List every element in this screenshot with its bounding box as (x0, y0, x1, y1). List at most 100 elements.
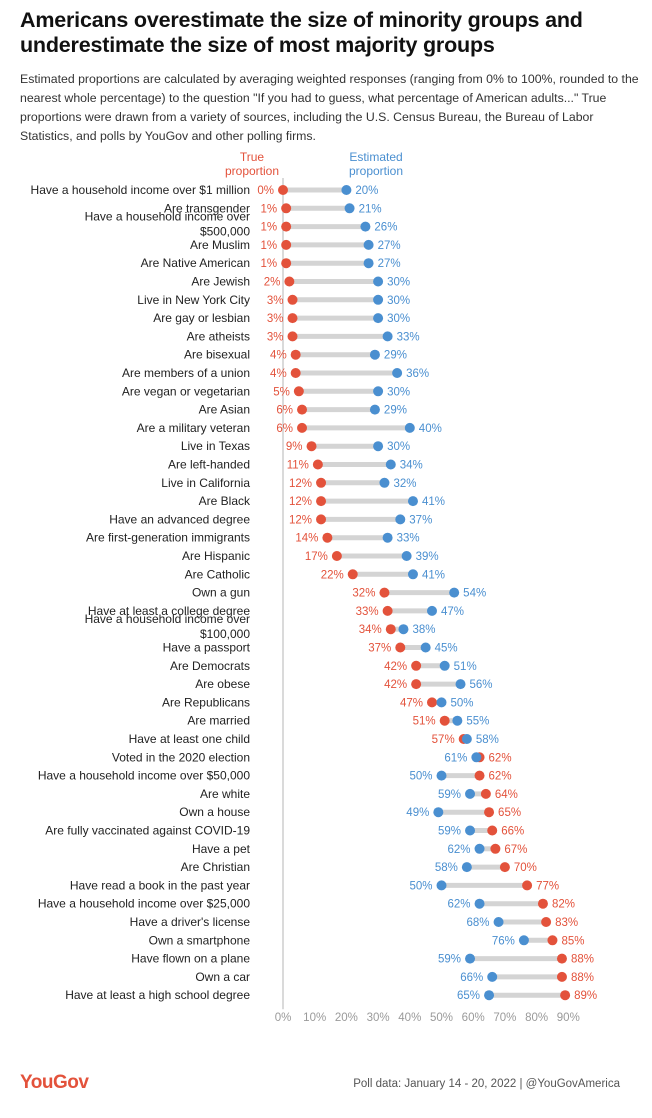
estimated-value-label: 41% (422, 569, 445, 581)
x-tick-label: 70% (493, 1012, 516, 1024)
estimated-value-label: 51% (454, 661, 477, 673)
row-label: Own a smartphone (149, 933, 251, 947)
legend-true-line1: True (240, 150, 265, 164)
estimated-value-label: 29% (384, 405, 407, 417)
true-value-label: 1% (261, 240, 278, 252)
estimated-value-label: 30% (387, 441, 410, 453)
x-tick-label: 30% (367, 1012, 390, 1024)
true-proportion-dot (312, 459, 323, 470)
row-label: Are Republicans (162, 695, 250, 709)
true-proportion-dot (499, 862, 510, 873)
poll-source-note: Poll data: January 14 - 20, 2022 | @YouG… (353, 1078, 620, 1090)
true-proportion-dot (426, 697, 437, 708)
row-label: Have a household income over $50,000 (38, 769, 250, 783)
row-label: Voted in the 2020 election (112, 750, 250, 764)
true-value-label: 5% (273, 386, 290, 398)
estimated-value-label: 50% (451, 697, 474, 709)
true-proportion-dot (411, 660, 422, 671)
x-tick-label: 20% (335, 1012, 358, 1024)
true-value-label: 77% (536, 880, 559, 892)
true-proportion-dot (297, 404, 308, 415)
estimated-value-label: 34% (400, 460, 423, 472)
true-proportion-dot (306, 441, 317, 452)
estimated-proportion-dot (404, 422, 415, 433)
true-value-label: 42% (384, 679, 407, 691)
estimated-proportion-dot (465, 788, 476, 799)
estimated-value-label: 30% (387, 313, 410, 325)
estimated-proportion-dot (344, 203, 355, 214)
true-value-label: 11% (287, 460, 309, 472)
estimated-proportion-dot (363, 258, 374, 269)
true-proportion-dot (474, 770, 485, 781)
true-value-label: 88% (571, 972, 594, 984)
true-proportion-dot (290, 349, 301, 360)
estimated-proportion-dot (439, 660, 450, 671)
estimated-proportion-dot (395, 514, 406, 525)
true-proportion-dot (297, 422, 308, 433)
row-label: Have a household income over $500,000 (85, 210, 251, 239)
estimated-value-label: 33% (397, 533, 420, 545)
true-value-label: 1% (261, 258, 278, 270)
row-label: Are gay or lesbian (153, 311, 250, 325)
true-value-label: 51% (413, 716, 436, 728)
row-label: Are a military veteran (137, 421, 250, 435)
row-label: Are Black (199, 494, 251, 508)
true-proportion-dot (287, 313, 298, 324)
true-value-label: 89% (574, 990, 597, 1002)
true-proportion-dot (316, 477, 327, 488)
estimated-proportion-dot (401, 551, 412, 561)
estimated-value-label: 33% (397, 331, 420, 343)
estimated-value-label: 59% (438, 826, 461, 838)
row-label: Are married (187, 714, 250, 728)
true-proportion-dot (284, 276, 295, 287)
estimated-value-label: 30% (387, 386, 410, 398)
true-proportion-dot (287, 294, 298, 305)
true-value-label: 3% (267, 313, 284, 325)
row-label: Are bisexual (184, 348, 250, 362)
estimated-proportion-dot (369, 349, 380, 360)
estimated-proportion-dot (518, 935, 529, 946)
row-label: Live in New York City (137, 293, 250, 307)
true-value-label: 4% (270, 350, 287, 362)
x-tick-label: 0% (275, 1012, 292, 1024)
true-proportion-dot (281, 258, 292, 269)
estimated-value-label: 58% (435, 862, 458, 874)
estimated-proportion-dot (449, 587, 460, 598)
true-value-label: 6% (276, 405, 293, 417)
true-value-label: 70% (514, 862, 537, 874)
estimated-proportion-dot (474, 843, 485, 854)
estimated-value-label: 41% (422, 496, 445, 508)
estimated-value-label: 38% (412, 624, 435, 636)
estimated-value-label: 61% (444, 752, 467, 764)
true-proportion-dot (379, 587, 390, 598)
estimated-value-label: 55% (466, 716, 489, 728)
estimated-proportion-dot (455, 679, 466, 690)
row-label: Are Jewish (191, 275, 250, 289)
true-proportion-dot (316, 496, 327, 507)
true-proportion-dot (290, 368, 301, 378)
true-proportion-dot (522, 880, 533, 891)
estimated-proportion-dot (426, 605, 437, 616)
estimated-value-label: 47% (441, 606, 464, 618)
true-proportion-dot (560, 990, 571, 1001)
true-proportion-dot (331, 551, 342, 561)
true-value-label: 14% (295, 533, 318, 545)
estimated-proportion-dot (484, 990, 495, 1001)
estimated-value-label: 40% (419, 423, 442, 435)
row-label: Have at least a college degree (88, 604, 250, 618)
row-label: Live in California (161, 476, 250, 490)
estimated-proportion-dot (379, 477, 390, 488)
chart-title: Americans overestimate the size of minor… (20, 8, 583, 57)
row-label: Own a car (195, 970, 250, 984)
true-proportion-dot (281, 221, 292, 232)
true-proportion-dot (382, 605, 393, 616)
estimated-value-label: 59% (438, 954, 461, 966)
estimated-value-label: 27% (378, 258, 401, 270)
true-proportion-dot (347, 569, 358, 580)
estimated-proportion-dot (341, 185, 352, 195)
estimated-value-label: 36% (406, 368, 429, 380)
estimated-value-label: 62% (448, 899, 471, 911)
estimated-proportion-dot (373, 294, 384, 305)
